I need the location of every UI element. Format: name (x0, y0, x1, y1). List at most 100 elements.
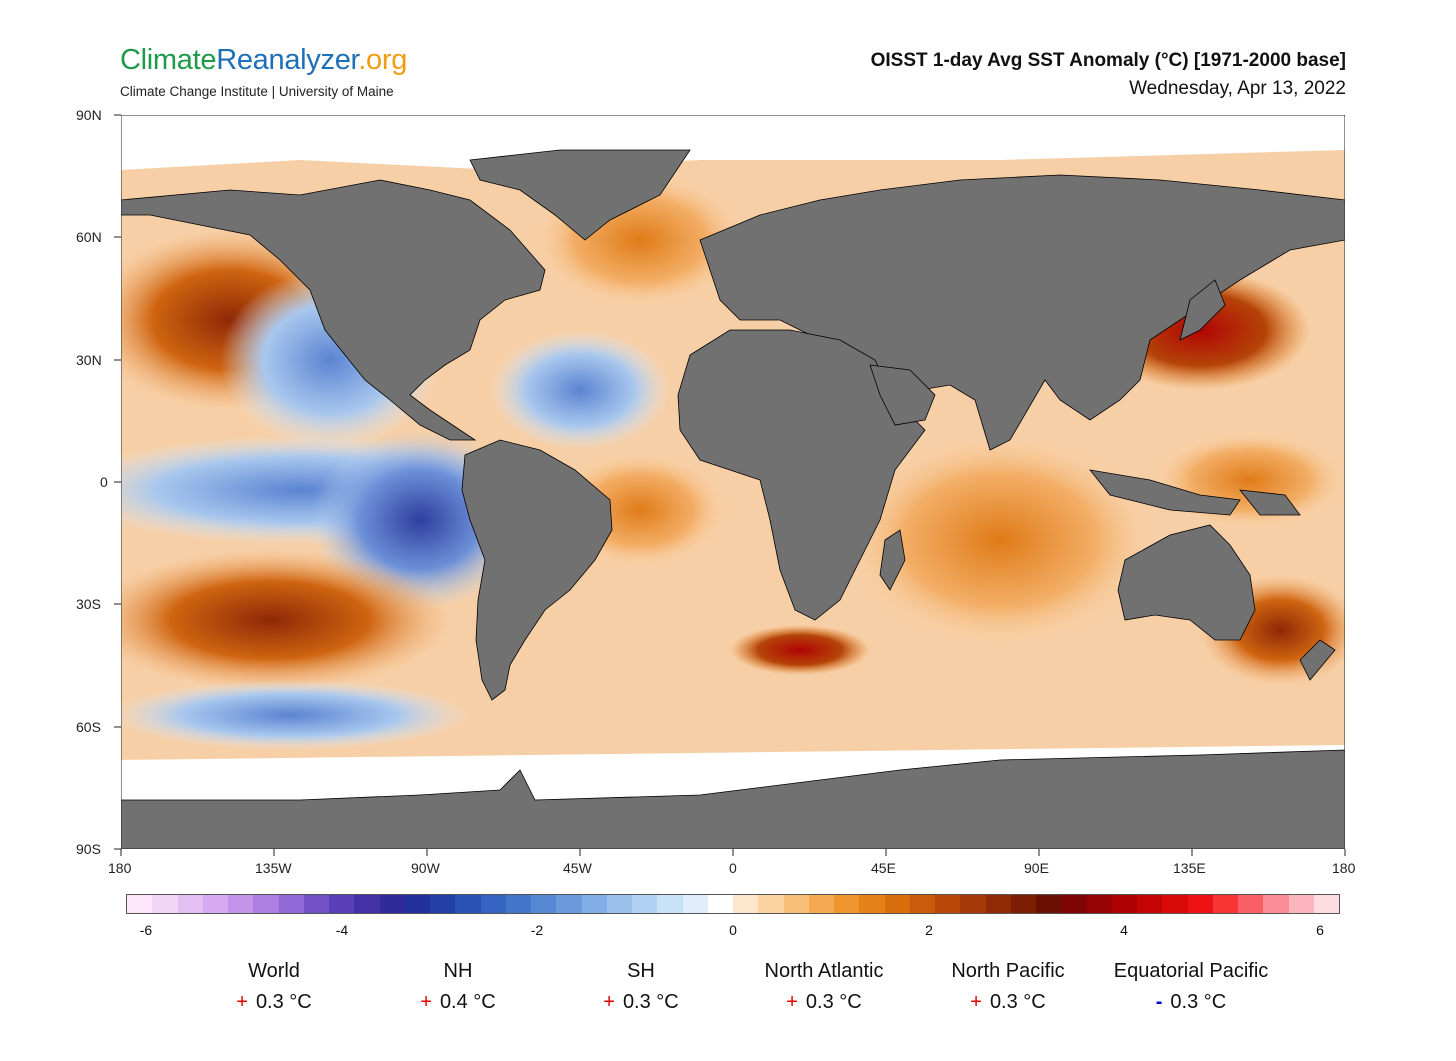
north-america (121, 179, 546, 441)
stat-name: North Atlantic (764, 960, 884, 982)
stat-nh: NH +0.4 °C (420, 960, 496, 1014)
colorbar-swatch (1187, 895, 1213, 913)
stat-value: 0.3 °C (805, 991, 862, 1013)
stat-name: NH (443, 960, 473, 982)
lon-label-180w: 180 (108, 860, 132, 876)
lon-label-45e: 45E (871, 860, 896, 876)
lat-label-90n: 90N (76, 107, 102, 123)
colorbar-swatch (127, 895, 153, 913)
colorbar-swatch (278, 895, 304, 913)
colorbar-swatch (455, 895, 481, 913)
madagascar (879, 529, 906, 591)
stat-north-atlantic: North Atlantic +0.3 °C (765, 960, 884, 1014)
south-america (461, 439, 613, 701)
colorbar-swatch (1061, 895, 1087, 913)
colorbar-swatch (758, 895, 784, 913)
colorbar-swatch (430, 895, 456, 913)
sst-anomaly-map (114, 114, 1346, 856)
colorbar-swatch (253, 895, 279, 913)
colorbar-swatch (606, 895, 632, 913)
anomaly-eq-w-pacific-warm (1150, 430, 1345, 530)
colorbar-swatch (556, 895, 582, 913)
colorbar-swatch (177, 895, 203, 913)
stat-value: 0.3 °C (622, 991, 679, 1013)
colorbar-tick: 0 (729, 922, 737, 938)
colorbar-swatch (1238, 895, 1264, 913)
site-logo[interactable]: ClimateReanalyzer.org (120, 44, 407, 77)
stat-value: 0.3 °C (1170, 991, 1227, 1013)
colorbar-swatch (1086, 895, 1112, 913)
stat-name: World (248, 960, 300, 982)
lon-label-90w: 90W (411, 860, 440, 876)
colorbar-swatch (985, 895, 1011, 913)
colorbar-swatch (202, 895, 228, 913)
lon-label-90e: 90E (1024, 860, 1049, 876)
lon-label-135e: 135E (1173, 860, 1206, 876)
colorbar-swatch (531, 895, 557, 913)
colorbar-swatch (303, 895, 329, 913)
stat-sign: + (786, 991, 798, 1013)
colorbar-swatch (682, 895, 708, 913)
new-zealand (1299, 639, 1336, 681)
stat-sign: + (236, 991, 248, 1013)
stat-sign: - (1155, 991, 1163, 1013)
colorbar-swatch (808, 895, 834, 913)
australia (1117, 524, 1256, 641)
colorbar-swatch (859, 895, 885, 913)
lat-label-60n: 60N (76, 229, 102, 245)
colorbar-swatch (480, 895, 506, 913)
lon-label-180e: 180 (1332, 860, 1356, 876)
map-date: Wednesday, Apr 13, 2022 (1129, 78, 1346, 99)
lat-ticks (114, 114, 121, 850)
antarctica (121, 749, 1345, 849)
colorbar-swatch (379, 895, 405, 913)
colorbar-swatch (581, 895, 607, 913)
colorbar-swatch (960, 895, 986, 913)
arctic-sea-ice (121, 115, 1345, 170)
colorbar-tick: 4 (1120, 922, 1128, 938)
stat-value: 0.4 °C (439, 991, 496, 1013)
anomaly-n-atlantic-cool (490, 330, 670, 450)
colorbar-swatch (632, 895, 658, 913)
stat-value: 0.3 °C (255, 991, 312, 1013)
colorbar-swatch (354, 895, 380, 913)
lon-label-45w: 45W (563, 860, 592, 876)
anomaly-s-pacific-cool (121, 680, 470, 750)
colorbar-swatch (783, 895, 809, 913)
stat-sign: + (603, 991, 615, 1013)
africa (677, 329, 926, 621)
anomaly-s-pacific-warm (121, 550, 450, 690)
colorbar-swatch (1313, 895, 1339, 913)
colorbar-swatch (505, 895, 531, 913)
colorbar-swatch (1288, 895, 1314, 913)
colorbar-swatch (1010, 895, 1036, 913)
logo-part-climate: Climate (120, 44, 217, 76)
colorbar (126, 894, 1340, 914)
colorbar-swatch (657, 895, 683, 913)
map-title: OISST 1-day Avg SST Anomaly (°C) [1971-2… (870, 50, 1346, 71)
lon-label-135w: 135W (255, 860, 292, 876)
colorbar-swatch (707, 895, 733, 913)
lat-label-30s: 30S (76, 596, 101, 612)
colorbar-tick: 2 (925, 922, 933, 938)
stat-sh: SH +0.3 °C (603, 960, 679, 1014)
colorbar-swatch (909, 895, 935, 913)
colorbar-tick: 6 (1316, 922, 1324, 938)
new-guinea (1239, 489, 1301, 516)
stat-name: SH (627, 960, 655, 982)
greenland (469, 149, 691, 241)
stat-north-pacific: North Pacific +0.3 °C (951, 960, 1064, 1014)
logo-part-reanalyzer: Reanalyzer (216, 44, 359, 76)
lon-label-0: 0 (729, 860, 737, 876)
institution-subtitle: Climate Change Institute | University of… (120, 84, 394, 99)
indonesia (1089, 469, 1241, 516)
colorbar-swatch (1162, 895, 1188, 913)
lat-label-0: 0 (100, 474, 108, 490)
anomaly-s-atlantic-red (730, 625, 870, 675)
japan (1179, 279, 1226, 341)
arabian-peninsula (869, 364, 936, 426)
colorbar-swatch (152, 895, 178, 913)
colorbar-swatch (1036, 895, 1062, 913)
colorbar-tick: -2 (530, 922, 544, 938)
colorbar-swatch (1111, 895, 1137, 913)
